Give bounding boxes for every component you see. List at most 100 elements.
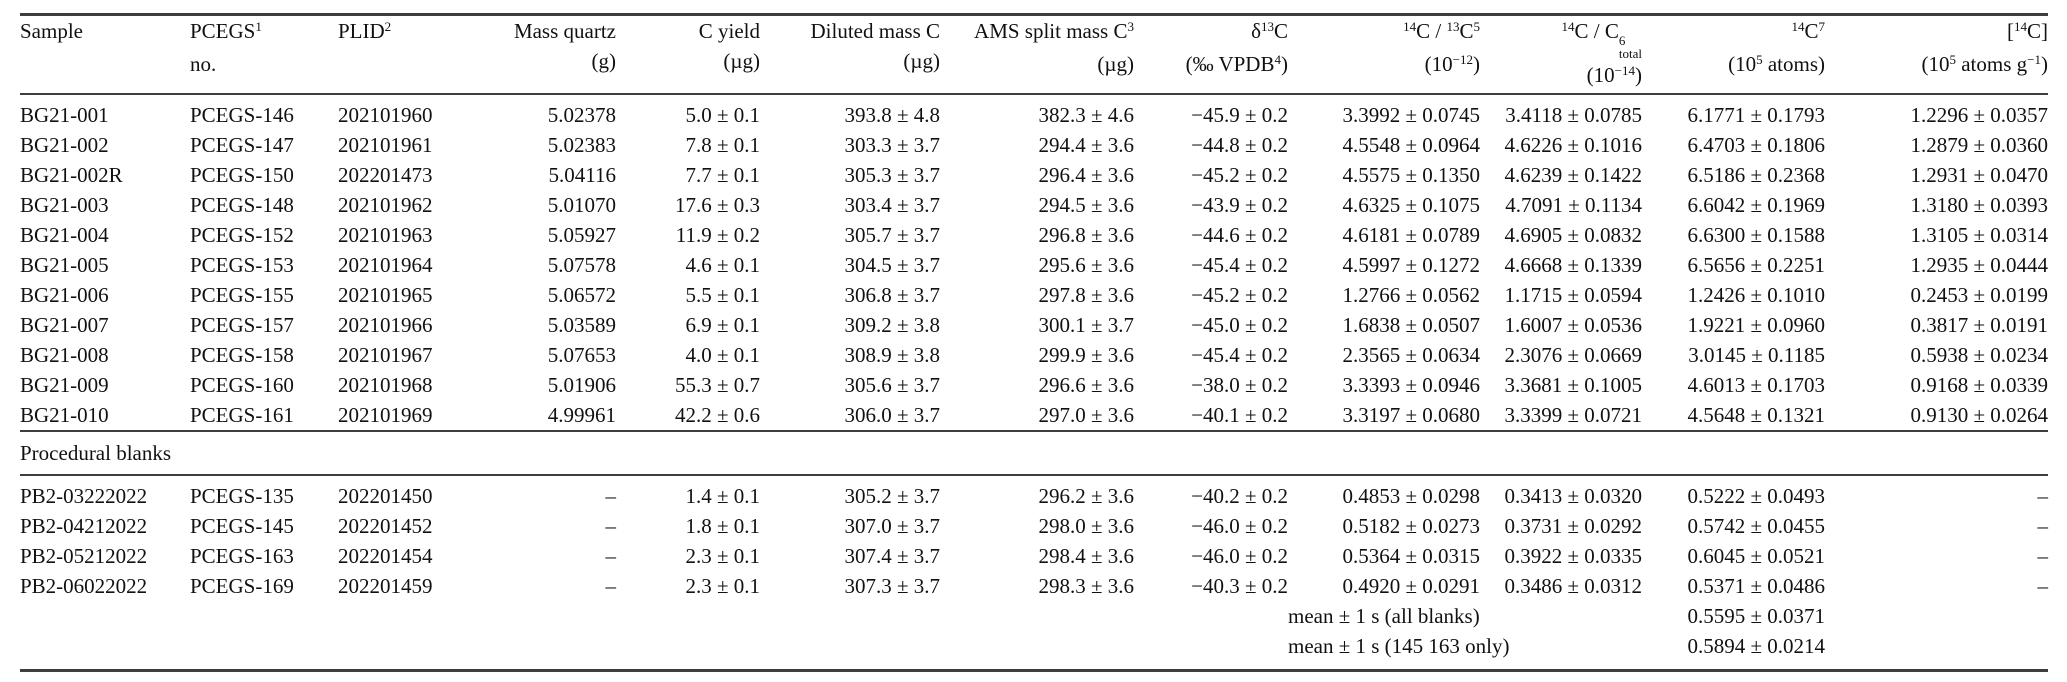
cell-c14-concentration: 0.9130 ± 0.0264	[1910, 403, 2048, 428]
cell-c-yield: 7.8 ± 0.1	[685, 133, 760, 158]
cell-c14-concentration: 0.9168 ± 0.0339	[1910, 373, 2048, 398]
cell-c14-ctotal-ratio: 4.6905 ± 0.0832	[1504, 223, 1642, 248]
cell-c14-ctotal-ratio: 3.3681 ± 0.1005	[1504, 373, 1642, 398]
sample-row: BG21-002 PCEGS-147 202101961 5.02383 7.8 ± 0…	[20, 130, 2048, 160]
cell-plid: 202201450	[338, 484, 433, 509]
cell-diluted-mass-c: 308.9 ± 3.8	[844, 343, 940, 368]
cell-mass-quartz: –	[605, 574, 617, 599]
column-header-line1: 14C7	[1791, 18, 1825, 43]
cell-diluted-mass-c: 307.0 ± 3.7	[844, 514, 940, 539]
column-header-line2: (10−12)	[1424, 51, 1480, 76]
cell-c-yield: 6.9 ± 0.1	[685, 313, 760, 338]
column-header-mass-quartz: Mass quartz (g)	[480, 14, 617, 96]
column-header-line1: Diluted mass C	[810, 19, 941, 43]
column-header-line2: (105 atoms g−1)	[1921, 51, 2048, 76]
column-header-line1: AMS split mass C3	[974, 18, 1134, 43]
cell-c14-concentration: 0.2453 ± 0.0199	[1910, 283, 2048, 308]
cell-diluted-mass-c: 306.0 ± 3.7	[844, 403, 940, 428]
column-header-sample: Sample	[20, 14, 190, 96]
cell-c14-concentration: 1.2931 ± 0.0470	[1910, 163, 2048, 188]
cell-mass-quartz: –	[605, 484, 617, 509]
cell-delta13c: −40.1 ± 0.2	[1191, 403, 1288, 428]
cell-plid: 202101969	[338, 403, 433, 428]
cell-plid: 202201459	[338, 574, 433, 599]
column-header-delta13c: δ13C (‰ VPDB4)	[1134, 14, 1288, 96]
cell-ams-split-mass-c: 294.4 ± 3.6	[1038, 133, 1134, 158]
cell-mass-quartz: 5.04116	[548, 163, 616, 188]
cell-mass-quartz: 5.01906	[547, 373, 616, 398]
column-header-c-yield: C yield (µg)	[616, 14, 760, 96]
cell-plid: 202101965	[338, 283, 433, 308]
cell-mass-quartz: 5.06572	[547, 283, 616, 308]
cell-diluted-mass-c: 307.3 ± 3.7	[844, 574, 940, 599]
cell-pcegs-no: PCEGS-146	[190, 103, 294, 128]
cell-c-yield: 5.0 ± 0.1	[685, 103, 760, 128]
cell-delta13c: −45.2 ± 0.2	[1191, 163, 1288, 188]
sample-row: BG21-001 PCEGS-146 202101960 5.02378 5.0 ± 0…	[20, 94, 2048, 130]
column-header-line1: Sample	[20, 19, 83, 43]
cell-c14-ctotal-ratio: 1.1715 ± 0.0594	[1504, 283, 1642, 308]
cell-pcegs-no: PCEGS-135	[190, 484, 294, 509]
cell-c14-concentration: 1.2879 ± 0.0360	[1910, 133, 2048, 158]
cell-pcegs-no: PCEGS-152	[190, 223, 294, 248]
cell-c14-atoms: 1.2426 ± 0.1010	[1687, 283, 1825, 308]
cell-c14-concentration: 1.3105 ± 0.0314	[1910, 223, 2048, 248]
cell-diluted-mass-c: 305.7 ± 3.7	[844, 223, 940, 248]
column-header-line1: C yield	[698, 19, 760, 43]
sample-row: BG21-005 PCEGS-153 202101964 5.07578 4.6 ± 0…	[20, 250, 2048, 280]
column-header-pcegs-no: PCEGS1 no.	[190, 14, 338, 96]
cell-mass-quartz: 5.03589	[547, 313, 616, 338]
cell-mass-quartz: –	[605, 514, 617, 539]
cell-sample: PB2-04212022	[20, 514, 148, 539]
cell-mass-quartz: 5.02383	[547, 133, 616, 158]
column-header-c14-ctotal-ratio: 14C / C 6 total (10−14)	[1480, 14, 1642, 96]
cell-c14-ctotal-ratio: 0.3413 ± 0.0320	[1504, 484, 1642, 509]
cell-ams-split-mass-c: 297.8 ± 3.6	[1038, 283, 1134, 308]
cell-pcegs-no: PCEGS-161	[190, 403, 294, 428]
table-header: Sample PCEGS1 no. PLID2 Mass quartz (g) C yiel…	[20, 14, 2048, 96]
cell-c14-atoms: 0.5742 ± 0.0455	[1687, 514, 1825, 539]
cell-ams-split-mass-c: 294.5 ± 3.6	[1038, 193, 1134, 218]
summary-value: 0.5894 ± 0.0214	[1687, 634, 1825, 659]
cell-sample: BG21-002R	[20, 163, 123, 188]
column-header-diluted-mass-c: Diluted mass C (µg)	[760, 14, 941, 96]
summary-rows-section: mean ± 1 s (all blanks) 0.5595 ± 0.0371 me…	[20, 601, 2048, 671]
summary-spacer	[20, 601, 1288, 631]
column-header-c14-concentration: [14C] (105 atoms g−1)	[1825, 14, 2048, 96]
cell-mass-quartz: 5.01070	[547, 193, 616, 218]
cell-c-yield: 7.7 ± 0.1	[685, 163, 760, 188]
cell-ams-split-mass-c: 296.6 ± 3.6	[1038, 373, 1134, 398]
cell-pcegs-no: PCEGS-163	[190, 544, 294, 569]
cell-sample: PB2-03222022	[20, 484, 148, 509]
cell-diluted-mass-c: 309.2 ± 3.8	[844, 313, 940, 338]
section-row-procedural-blanks: Procedural blanks	[20, 430, 2048, 477]
column-header-ams-split-mass-c: AMS split mass C3 (µg)	[940, 14, 1134, 96]
column-header-line1: 14C / 13C5	[1403, 18, 1480, 43]
cell-mass-quartz: 5.07653	[547, 343, 616, 368]
cell-c14-ctotal-ratio: 0.3486 ± 0.0312	[1504, 574, 1642, 599]
cell-c-yield: 17.6 ± 0.3	[674, 193, 760, 218]
cell-ams-split-mass-c: 298.0 ± 3.6	[1038, 514, 1134, 539]
cell-plid: 202101960	[338, 103, 433, 128]
cell-delta13c: −38.0 ± 0.2	[1191, 373, 1288, 398]
cell-delta13c: −46.0 ± 0.2	[1191, 544, 1288, 569]
cell-ams-split-mass-c: 382.3 ± 4.6	[1038, 103, 1134, 128]
cell-c-yield: 5.5 ± 0.1	[685, 283, 760, 308]
cell-c14-atoms: 6.4703 ± 0.1806	[1687, 133, 1825, 158]
cell-diluted-mass-c: 305.6 ± 3.7	[844, 373, 940, 398]
summary-spacer	[20, 631, 1288, 671]
cell-sample: BG21-001	[20, 103, 109, 128]
cell-delta13c: −43.9 ± 0.2	[1191, 193, 1288, 218]
header-row: Sample PCEGS1 no. PLID2 Mass quartz (g) C yiel…	[20, 14, 2048, 96]
cell-sample: BG21-009	[20, 373, 109, 398]
cell-mass-quartz: 5.07578	[547, 253, 616, 278]
column-header-line2: (g)	[591, 49, 617, 73]
sample-row: BG21-004 PCEGS-152 202101963 5.05927 11.9 ± …	[20, 220, 2048, 250]
cell-plid: 202101967	[338, 343, 433, 368]
cell-pcegs-no: PCEGS-158	[190, 343, 294, 368]
summary-empty-cell	[1825, 601, 2048, 631]
cell-sample: BG21-008	[20, 343, 109, 368]
cell-plid: 202101964	[338, 253, 433, 278]
cell-diluted-mass-c: 306.8 ± 3.7	[844, 283, 940, 308]
